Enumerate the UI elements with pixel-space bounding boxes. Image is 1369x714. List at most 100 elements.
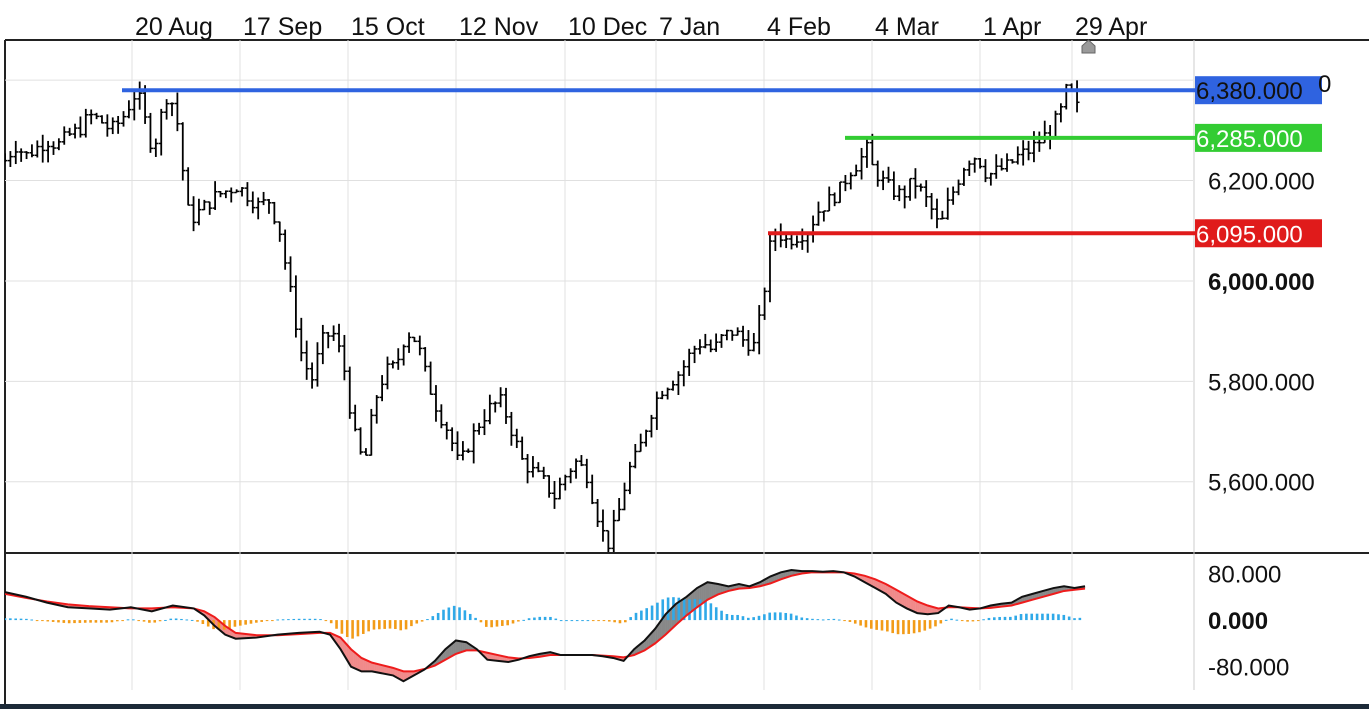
ohlc-bar [864, 139, 869, 168]
x-tick-label: 29 Apr [1075, 13, 1147, 41]
histogram-bar [389, 620, 392, 629]
ohlc-bar [202, 200, 207, 210]
histogram-bar [469, 614, 472, 620]
histogram-bar [41, 620, 44, 621]
x-tick-label: 4 Mar [875, 13, 939, 41]
level-label: 6,285.000 [1196, 126, 1303, 153]
x-tick-label: 4 Feb [767, 13, 831, 41]
ohlc-bar [487, 395, 492, 425]
histogram-bar [977, 620, 980, 621]
ohlc-bar [536, 462, 541, 472]
ohlc-bar [213, 181, 218, 210]
histogram-bar [544, 617, 547, 620]
y-tick-label: 6,000.000 [1208, 269, 1315, 296]
histogram-bar [153, 620, 156, 622]
histogram-bar [758, 616, 761, 620]
ohlc-bar [671, 381, 676, 391]
ohlc-bar [703, 334, 708, 348]
ohlc-bar [1058, 103, 1063, 122]
ohlc-bar [477, 423, 482, 435]
histogram-bar [1025, 614, 1028, 620]
histogram-bar [886, 620, 889, 631]
histogram-bar [341, 620, 344, 634]
histogram-bar [410, 620, 413, 626]
histogram-bar [640, 611, 643, 621]
histogram-bar [458, 607, 461, 620]
histogram-bar [950, 619, 953, 620]
ohlc-bar [401, 344, 406, 365]
histogram-bar [442, 610, 445, 620]
histogram-bar [1057, 614, 1060, 620]
histogram-bar [645, 608, 648, 620]
macd-lines [5, 570, 1085, 681]
histogram-bar [945, 620, 948, 621]
ohlc-bar [994, 154, 999, 179]
histogram-bar [629, 617, 632, 620]
ohlc-bar [67, 128, 72, 136]
ohlc-bar [493, 401, 498, 412]
histogram-bar [849, 620, 852, 622]
histogram-bar [234, 620, 237, 627]
ohlc-bar [277, 222, 282, 242]
histogram-bar [378, 620, 381, 629]
ohlc-bar [99, 115, 104, 123]
histogram-bar [517, 620, 520, 621]
ohlc-bar [110, 117, 115, 134]
histogram-bar [14, 618, 17, 620]
histogram-bar [159, 620, 162, 621]
ohlc-bar [530, 456, 535, 477]
histogram-bar [266, 620, 269, 621]
histogram-bar [394, 620, 397, 629]
histogram-bar [137, 620, 140, 621]
ohlc-bar [24, 151, 29, 159]
histogram-bar [426, 619, 429, 620]
ohlc-bar [105, 114, 110, 136]
ohlc-bar [1064, 84, 1069, 110]
ohlc-bar [838, 182, 843, 203]
ohlc-bar [132, 89, 137, 120]
histogram-bar [565, 620, 568, 621]
ohlc-bar [649, 415, 654, 438]
histogram-bar [506, 620, 509, 625]
histogram-bar [1030, 614, 1033, 620]
histogram-bar [961, 620, 964, 621]
histogram-bar [169, 619, 172, 620]
ohlc-bar [460, 441, 465, 460]
ohlc-bar [304, 341, 309, 380]
histogram-bar [202, 620, 205, 624]
indicator-y-tick-label: 0.000 [1208, 608, 1268, 635]
ohlc-bar [358, 427, 363, 454]
histogram-bar [1004, 617, 1007, 620]
histogram-bar [998, 617, 1001, 620]
ohlc-bar [73, 124, 78, 139]
macd-fill-segment [460, 641, 462, 652]
ohlc-bar [83, 109, 88, 138]
histogram-bar [854, 620, 857, 624]
histogram-bar [667, 598, 670, 621]
ohlc-bar [299, 318, 304, 361]
ohlc-bar [762, 288, 767, 320]
histogram-bar [448, 607, 451, 620]
histogram-bar [522, 620, 525, 621]
histogram-bar [1009, 617, 1012, 620]
macd-fill-segment [680, 600, 682, 621]
histogram-bar [474, 618, 477, 620]
ohlc-bar [514, 429, 519, 448]
histogram-bar [1014, 616, 1017, 620]
x-tick-label: 15 Oct [351, 13, 425, 41]
histogram-bar [549, 617, 552, 620]
histogram-bar [362, 620, 365, 634]
ohlc-bar [482, 409, 487, 435]
histogram-bar [811, 619, 814, 620]
histogram-bar [608, 620, 611, 621]
histogram-bar [907, 620, 910, 634]
ohlc-bar [967, 161, 972, 176]
histogram-bar [186, 619, 189, 620]
ohlc-bar [741, 326, 746, 347]
ohlc-bar [433, 385, 438, 422]
ohlc-bar [827, 187, 832, 211]
ohlc-bar [337, 324, 342, 353]
ohlc-bar [369, 409, 374, 456]
histogram-bar [790, 614, 793, 620]
ohlc-bar [778, 223, 783, 247]
